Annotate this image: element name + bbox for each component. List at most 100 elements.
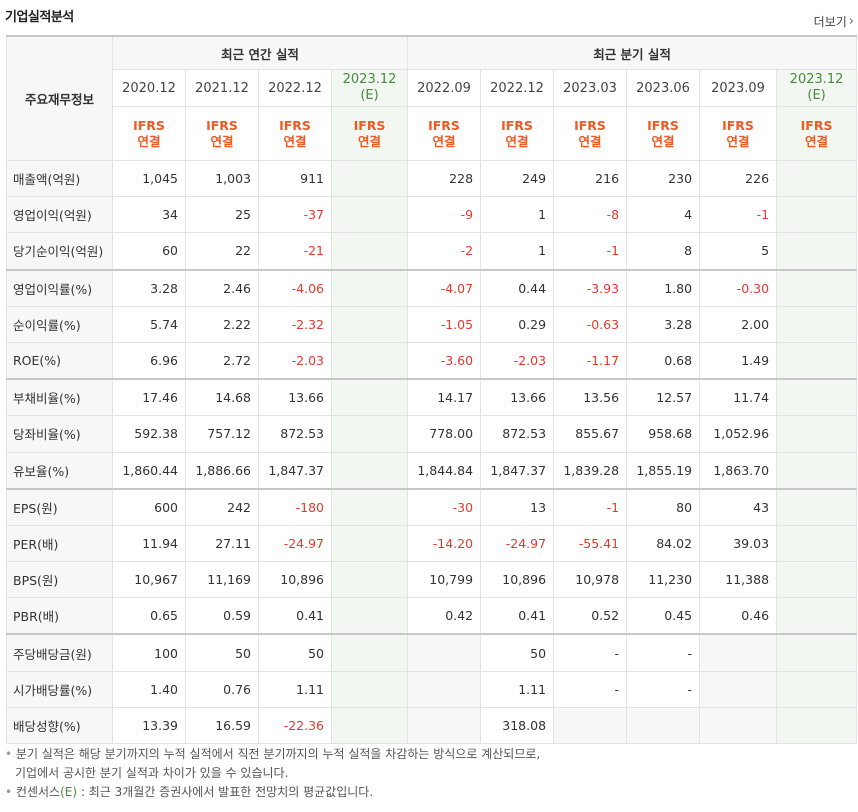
table-cell: 3.28 bbox=[626, 305, 701, 343]
ifrs-header: IFRS 연결 bbox=[112, 106, 186, 161]
table-cell bbox=[776, 232, 858, 271]
table-cell bbox=[776, 415, 858, 453]
ifrs-label: IFRS bbox=[133, 117, 165, 133]
table-cell bbox=[330, 341, 409, 380]
ifrs-label: IFRS bbox=[353, 117, 386, 133]
ifrs-label: IFRS bbox=[279, 117, 311, 133]
table-cell: 10,896 bbox=[480, 561, 555, 599]
table-cell bbox=[776, 196, 858, 234]
table-cell: 39.03 bbox=[699, 524, 778, 563]
table-cell: 11,388 bbox=[699, 561, 778, 599]
table-row: 시가배당률(%) 1.40 0.76 1.11 1.11- - bbox=[6, 670, 858, 708]
table-cell: 13.66 bbox=[258, 378, 332, 417]
table-row: 주당배당금(원) 100 50 50 50- - bbox=[6, 633, 858, 672]
table-cell: 1.49 bbox=[699, 341, 778, 380]
table-cell: 2.72 bbox=[185, 341, 259, 380]
consolidated-label: 연결 bbox=[578, 133, 602, 149]
ifrs-header: IFRS 연결 bbox=[258, 106, 332, 161]
estimate-mark: (E) bbox=[360, 88, 379, 103]
table-cell: 1,003 bbox=[185, 159, 259, 198]
table-cell: -4.07 bbox=[407, 268, 482, 307]
period-label: 2022.12 bbox=[490, 80, 544, 96]
table-cell: -4.06 bbox=[258, 268, 332, 307]
quarter-group-header: 최근 분기 실적 bbox=[407, 35, 858, 70]
table-cell: -1 bbox=[553, 487, 628, 526]
period-header: 2021.12 bbox=[185, 69, 259, 107]
table-row: ROE(%) 6.96 2.72 -2.03 -3.60 -2.03 -1.17 0.68 1.… bbox=[6, 341, 858, 380]
table-cell: 1,863.70 bbox=[699, 451, 778, 490]
table-cell: 1,847.37 bbox=[258, 451, 332, 490]
consolidated-label: 연결 bbox=[137, 133, 161, 149]
table-cell: 0.29 bbox=[480, 305, 555, 343]
more-link[interactable]: 더보기 › bbox=[814, 13, 854, 30]
table-cell: -9 bbox=[407, 196, 482, 234]
period-header: 2023.06 bbox=[626, 69, 701, 107]
table-cell bbox=[776, 597, 858, 635]
table-cell: 1,847.37 bbox=[480, 451, 555, 490]
table-cell bbox=[699, 670, 778, 708]
ifrs-label: IFRS bbox=[206, 117, 238, 133]
table-cell: 11,230 bbox=[626, 561, 701, 599]
ifrs-label: IFRS bbox=[800, 117, 833, 133]
table-cell: 0.68 bbox=[626, 341, 701, 380]
ifrs-header: IFRS 연결 bbox=[626, 106, 701, 161]
table-cell: 84.02 bbox=[626, 524, 701, 563]
row-label: 영업이익(억원) bbox=[6, 196, 113, 234]
table-row: 부채비율(%) 17.46 14.68 13.66 14.17 13.66 13.56 12.… bbox=[6, 378, 858, 417]
table-cell: 5.74 bbox=[112, 305, 186, 343]
table-cell: 4 bbox=[626, 196, 701, 234]
table-cell: -0.30 bbox=[699, 268, 778, 307]
table-cell: 43 bbox=[699, 487, 778, 526]
table-cell: - bbox=[553, 633, 628, 672]
table-cell: 1,860.44 bbox=[112, 451, 186, 490]
table-cell: 872.53 bbox=[258, 415, 332, 453]
table-cell bbox=[330, 196, 409, 234]
table-cell: - bbox=[553, 670, 628, 708]
table-cell: 242 bbox=[185, 487, 259, 526]
table-cell: 1,855.19 bbox=[626, 451, 701, 490]
table-cell bbox=[330, 670, 409, 708]
table-row: 영업이익률(%) 3.28 2.46 -4.06 -4.07 0.44 -3.93 1.80-… bbox=[6, 268, 858, 307]
table-cell: 600 bbox=[112, 487, 186, 526]
table-cell: -2.03 bbox=[258, 341, 332, 380]
footnote-1: 분기 실적은 해당 분기까지의 누적 실적에서 직전 분기까지의 누적 실적을 … bbox=[15, 747, 541, 761]
table-cell: -21 bbox=[258, 232, 332, 271]
table-row: 당기순이익(억원) 60 22 -21 -2 1 -1 8 5 bbox=[6, 232, 858, 271]
table-row: 당좌비율(%) 592.38 757.12 872.53 778.00 872.53 855… bbox=[6, 415, 858, 453]
ifrs-label: IFRS bbox=[647, 117, 679, 133]
footnotes: • 분기 실적은 해당 분기까지의 누적 실적에서 직전 분기까지의 누적 실적… bbox=[5, 747, 541, 799]
table-cell: 1,839.28 bbox=[553, 451, 628, 490]
table-cell: -24.97 bbox=[258, 524, 332, 563]
table-cell bbox=[776, 524, 858, 563]
period-header: 2022.12 bbox=[258, 69, 332, 107]
consolidated-label: 연결 bbox=[210, 133, 234, 149]
table-cell: 10,978 bbox=[553, 561, 628, 599]
table-cell: 0.46 bbox=[699, 597, 778, 635]
table-cell bbox=[776, 706, 858, 745]
table-cell: 0.41 bbox=[258, 597, 332, 635]
table-cell: 80 bbox=[626, 487, 701, 526]
footnote-3a: 컨센서스 bbox=[15, 785, 61, 799]
table-row: 영업이익(억원) 34 25 -37 -9 1 -8 4 -1 bbox=[6, 196, 858, 234]
table-cell: 911 bbox=[258, 159, 332, 198]
period-label: 2023.12 bbox=[342, 72, 397, 87]
table-cell bbox=[699, 706, 778, 745]
table-cell: 3.28 bbox=[112, 268, 186, 307]
table-cell: 0.41 bbox=[480, 597, 555, 635]
table-cell: 0.52 bbox=[553, 597, 628, 635]
table-row: 매출액(억원) 1,045 1,003 911 228 249 216 230 226 bbox=[6, 159, 858, 198]
period-header: 2020.12 bbox=[112, 69, 186, 107]
row-label: BPS(원) bbox=[6, 561, 113, 599]
table-cell bbox=[776, 487, 858, 526]
row-label: 주당배당금(원) bbox=[6, 633, 113, 672]
table-cell: 5 bbox=[699, 232, 778, 271]
table-cell: 13.56 bbox=[553, 378, 628, 417]
row-label: 부채비율(%) bbox=[6, 378, 113, 417]
table-cell bbox=[330, 451, 409, 490]
table-cell: -1 bbox=[699, 196, 778, 234]
section-title: 기업실적분석 bbox=[5, 10, 74, 25]
ifrs-header: IFRS 연결 bbox=[185, 106, 259, 161]
table-cell bbox=[776, 670, 858, 708]
table-cell: 10,967 bbox=[112, 561, 186, 599]
table-cell: 757.12 bbox=[185, 415, 259, 453]
